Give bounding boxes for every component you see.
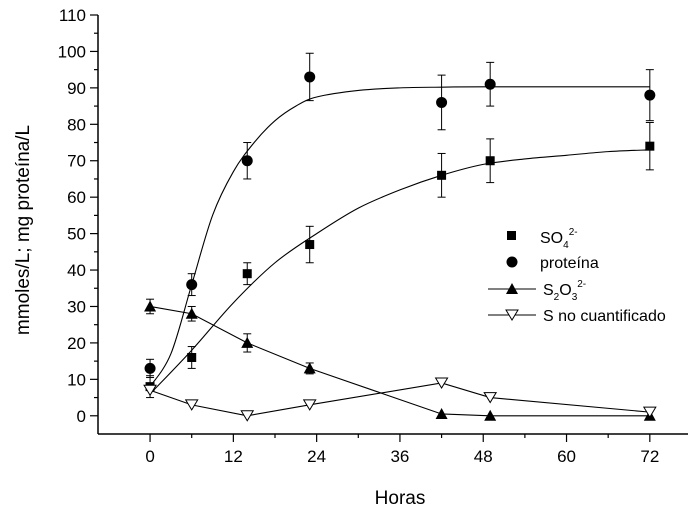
data-markers [143, 71, 657, 422]
marker-circle [241, 155, 253, 167]
legend-marker-circle [506, 256, 518, 268]
marker-triangle-up [435, 407, 448, 419]
x-tick-label: 36 [390, 447, 409, 466]
marker-triangle-down [483, 392, 498, 404]
y-tick-label: 100 [58, 42, 86, 61]
legend-marker-triangle-down [505, 309, 519, 321]
x-tick-label: 60 [557, 447, 576, 466]
marker-triangle-up [185, 307, 198, 319]
x-axis-label: Horas [375, 488, 426, 509]
y-tick-label: 110 [59, 6, 86, 25]
y-tick-label: 40 [67, 261, 86, 280]
x-tick-label: 24 [307, 447, 326, 466]
y-tick-label: 90 [67, 79, 86, 98]
fit-curve-1 [149, 86, 650, 387]
legend-s2o3-sub1: 2 [554, 292, 560, 303]
y-tick-label: 0 [77, 407, 86, 426]
x-tick-label: 12 [224, 447, 243, 466]
legend-item-s2o3: S2O3 2- [488, 279, 586, 303]
marker-circle [144, 362, 156, 374]
marker-triangle-up [144, 300, 157, 312]
legend-label-so4: SO42- [540, 227, 578, 251]
legend-s2o3-base: S [543, 282, 554, 299]
marker-square [305, 240, 315, 250]
x-tick-label: 0 [145, 447, 154, 466]
x-tick-label: 72 [640, 447, 659, 466]
marker-triangle-down [642, 406, 657, 419]
marker-triangle-up [303, 362, 316, 374]
y-tick-label: 60 [67, 188, 86, 207]
marker-triangle-down [434, 377, 449, 389]
marker-circle [304, 71, 316, 83]
marker-triangle-down [240, 410, 255, 422]
legend-marker-square [507, 231, 516, 240]
y-tick-label: 10 [67, 370, 86, 389]
marker-circle [644, 89, 656, 101]
error-bars [146, 52, 654, 399]
marker-triangle-down [302, 399, 317, 411]
y-tick-label: 70 [67, 152, 86, 171]
legend-s2o3-mid: O [559, 282, 571, 299]
marker-square [187, 352, 197, 362]
marker-square [437, 170, 447, 180]
legend-label-proteina: proteína [540, 255, 599, 272]
axes [90, 14, 688, 442]
y-tick-label: 50 [67, 225, 86, 244]
marker-triangle-down [184, 399, 199, 411]
fit-curve-0 [149, 149, 650, 395]
legend: SO42- proteína S2O32- S no cuantificado [488, 227, 666, 325]
legend-s2o3-sub2: 3 [572, 292, 578, 303]
y-axis-label: mmoles/L; mg proteína/L [13, 125, 34, 335]
marker-triangle-down [143, 384, 157, 397]
fit-curves [149, 86, 650, 395]
x-tick-label: 48 [474, 447, 493, 466]
y-tick-label: 20 [67, 334, 86, 353]
y-tick-label: 30 [67, 297, 86, 316]
marker-circle [186, 279, 198, 291]
legend-so4-sup: 2- [569, 227, 578, 238]
legend-label-s2o3: S2O3 2- [543, 279, 586, 303]
marker-triangle-up [484, 409, 497, 421]
marker-square [242, 269, 252, 279]
marker-circle [484, 78, 496, 90]
legend-item-proteina: proteína [506, 255, 599, 272]
marker-triangle-up [241, 336, 254, 348]
legend-so4-sub: 4 [563, 240, 569, 251]
legend-item-s-no-cuantificado: S no cuantificado [488, 308, 666, 325]
legend-item-so4: SO42- [507, 227, 578, 251]
marker-circle [436, 96, 448, 108]
legend-marker-triangle [506, 283, 518, 294]
marker-square [485, 156, 495, 166]
marker-square [645, 141, 655, 151]
legend-so4-base: SO [540, 230, 563, 247]
legend-s2o3-sup: 2- [577, 279, 586, 290]
y-tick-label: 80 [67, 115, 86, 134]
legend-label-s-no-cuantificado: S no cuantificado [543, 308, 666, 325]
